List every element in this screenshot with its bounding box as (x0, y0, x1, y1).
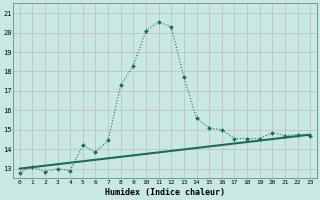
X-axis label: Humidex (Indice chaleur): Humidex (Indice chaleur) (105, 188, 225, 197)
